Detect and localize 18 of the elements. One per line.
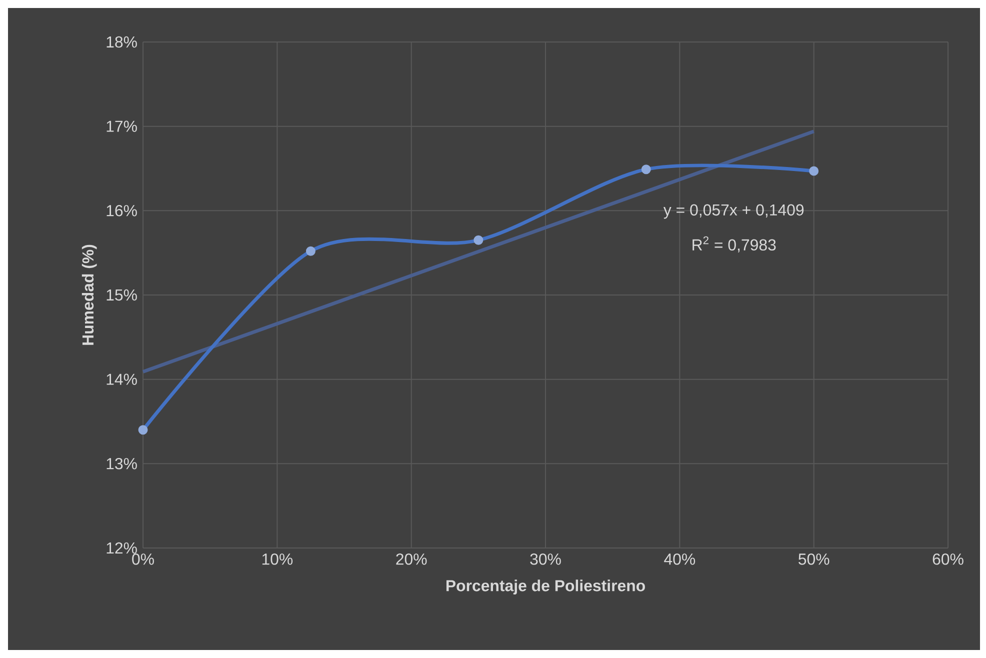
y-tick-label: 18% (106, 36, 137, 48)
x-tick-label: 30% (530, 554, 561, 565)
x-tick-label: 60% (932, 554, 964, 565)
x-tick-label: 10% (262, 554, 293, 565)
y-tick-label: 12% (106, 542, 137, 554)
annotation: y = 0,057x + 0,1409 (663, 204, 804, 219)
y-tick-label: 14% (106, 374, 137, 385)
x-tick-label: 0% (132, 554, 154, 565)
y-tick-label: 13% (106, 458, 137, 470)
y-tick-label: 17% (106, 120, 137, 132)
x-tick-label: 20% (396, 554, 427, 565)
y-axis-title: Humedad (%) (82, 244, 97, 345)
x-axis-title: Porcentaje de Poliestireno (446, 580, 645, 594)
y-tick-label: 15% (106, 289, 137, 301)
annotation: R$^{2}$ = 0,7983 (692, 236, 776, 252)
x-tick-label: 40% (664, 554, 696, 565)
x-tick-label: 50% (798, 554, 830, 565)
y-tick-label: 16% (106, 205, 137, 216)
